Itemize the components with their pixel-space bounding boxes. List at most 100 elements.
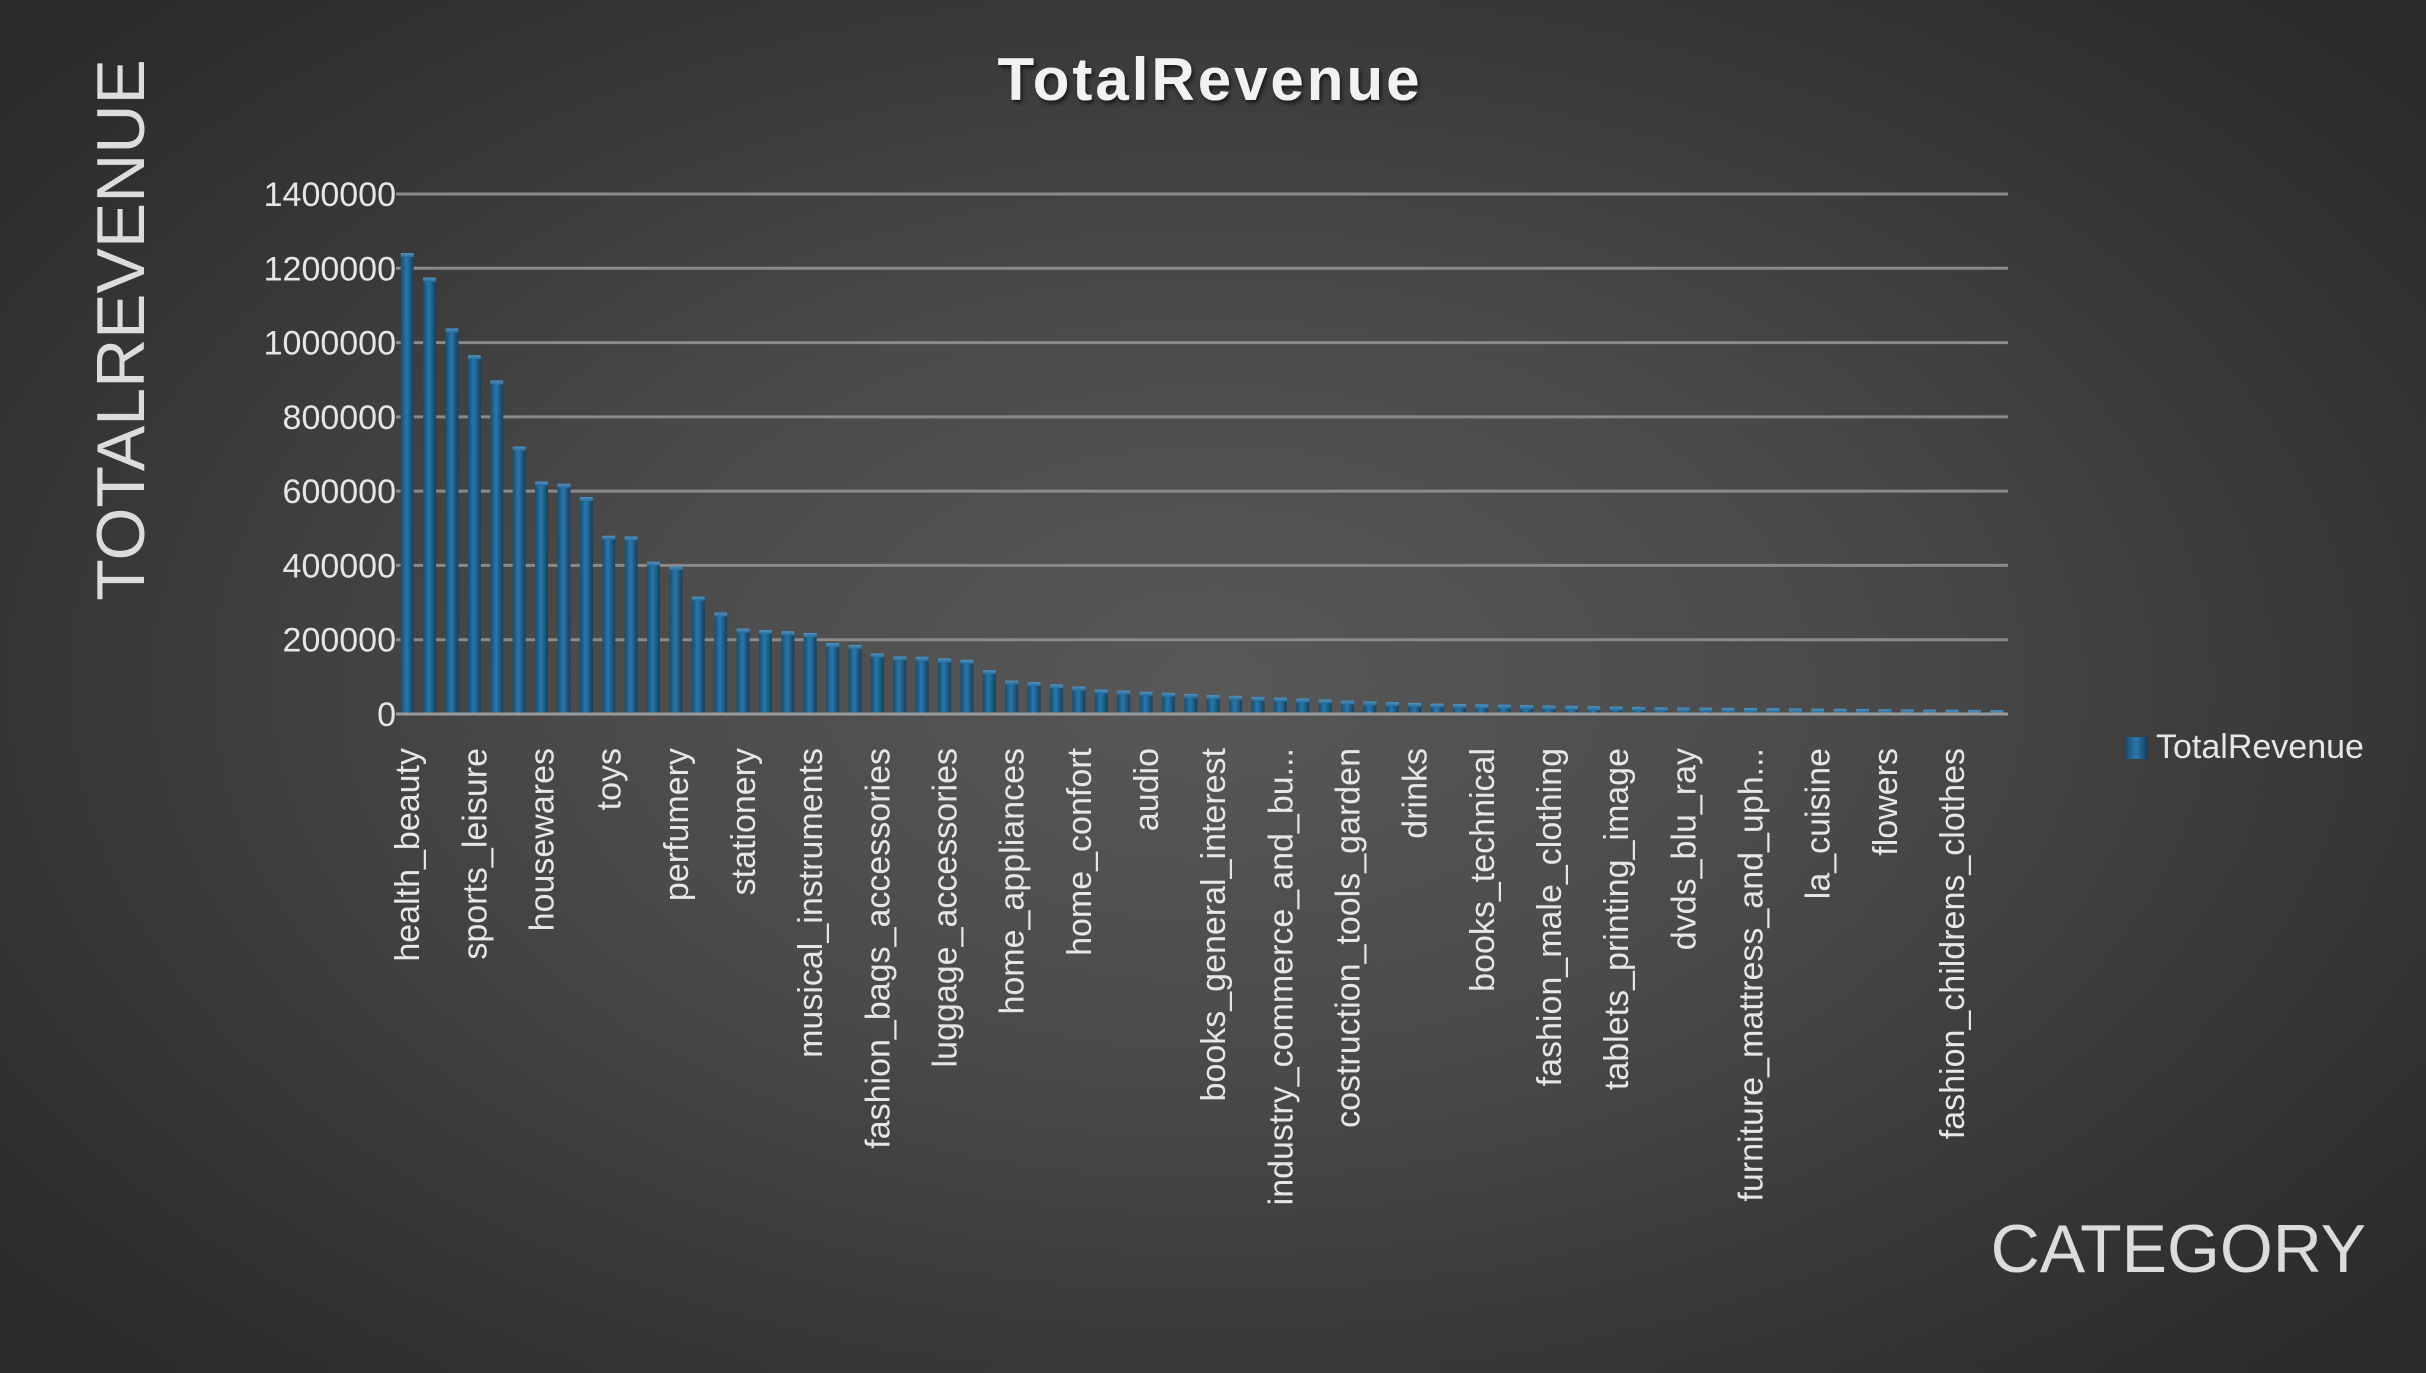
bar — [1049, 687, 1063, 714]
bar-top — [557, 483, 571, 488]
y-tick-label: 1200000 — [264, 250, 396, 288]
x-tick-label: sports_leisure — [456, 748, 494, 960]
bar — [1072, 689, 1086, 714]
bar-top — [445, 328, 459, 333]
x-tick-label: housewares — [524, 748, 562, 931]
x-tick-label: tablets_printing_image — [1598, 748, 1636, 1090]
bar — [1206, 698, 1220, 714]
bar — [1564, 708, 1578, 714]
x-tick-label: home_confort — [1061, 747, 1099, 955]
legend: TotalRevenue — [2126, 728, 2364, 766]
bar-top — [1385, 702, 1399, 707]
bar-top — [1900, 709, 1914, 714]
y-tick-label: 1000000 — [264, 325, 396, 363]
bar — [602, 538, 616, 714]
bar — [938, 661, 952, 714]
bar-top — [1363, 701, 1377, 706]
bar-top — [938, 658, 952, 663]
x-tick-label: stationery — [725, 748, 763, 895]
bar — [781, 634, 795, 714]
bar — [1341, 703, 1355, 714]
bar — [490, 383, 504, 714]
bar-top — [1273, 697, 1287, 702]
bar-top — [1945, 709, 1959, 714]
bar-top — [1766, 708, 1780, 713]
bar-top — [1206, 695, 1220, 700]
x-tick-label: industry_commerce_and_bu... — [1262, 748, 1300, 1205]
bar — [1229, 698, 1243, 714]
bar-top — [691, 596, 705, 601]
bar-top — [803, 633, 817, 637]
bar-top — [781, 631, 795, 636]
x-tick-label: toys — [591, 748, 629, 810]
bar-top — [624, 536, 638, 541]
bar-top — [669, 566, 683, 571]
bar — [467, 358, 481, 714]
y-tick-label: 0 — [377, 696, 396, 734]
bar — [1027, 685, 1041, 714]
x-tick-label: home_appliances — [994, 748, 1032, 1015]
bar-top — [1564, 705, 1578, 710]
bar-top — [1027, 682, 1041, 687]
bar-top — [1005, 680, 1019, 685]
bar-top — [982, 670, 996, 675]
bar — [1497, 707, 1511, 714]
bar-top — [1430, 703, 1444, 708]
y-tick-label: 400000 — [283, 547, 396, 585]
bar — [826, 646, 840, 714]
bar — [1139, 694, 1153, 714]
bar — [1273, 700, 1287, 714]
bar-top — [1923, 709, 1937, 714]
bar — [1005, 683, 1019, 714]
bar — [445, 331, 459, 714]
bar — [960, 662, 974, 714]
bar-top — [1676, 707, 1690, 712]
bar-top — [848, 644, 862, 649]
x-tick-label: books_general_interest — [1195, 747, 1233, 1101]
bar-top — [400, 253, 414, 258]
x-tick-label: la_cuisine — [1800, 748, 1838, 899]
bar — [803, 636, 817, 714]
bar-top — [1520, 705, 1534, 710]
bar-top — [1654, 707, 1668, 712]
y-axis-ticks: 0 200000 400000 600000 800000 1000000 1200000 1… — [264, 176, 396, 734]
bar — [1721, 710, 1735, 714]
bar — [557, 486, 571, 714]
bar — [1632, 709, 1646, 714]
bar — [579, 500, 593, 714]
bar — [535, 484, 549, 714]
bar-top — [1072, 686, 1086, 691]
bar-top — [579, 497, 593, 502]
bar-top — [1587, 706, 1601, 711]
y-tick-label: 200000 — [283, 622, 396, 660]
bar — [1251, 699, 1265, 714]
bar-top — [1788, 708, 1802, 713]
legend-label: TotalRevenue — [2156, 728, 2364, 766]
x-tick-label: audio — [1128, 748, 1166, 831]
bar-top — [1833, 708, 1847, 713]
bar — [1609, 709, 1623, 714]
bar-top — [1184, 693, 1198, 698]
bar-top — [915, 656, 929, 661]
bar-top — [1161, 692, 1175, 697]
x-tick-label: fashion_male_clothing — [1531, 748, 1569, 1086]
bar-top — [1408, 702, 1422, 707]
bar-top — [1878, 709, 1892, 714]
bar-top — [1990, 710, 2004, 715]
bar-top — [960, 659, 974, 664]
y-axis-title: TOTALREVENUE — [83, 59, 159, 601]
bar-top — [1497, 704, 1511, 709]
y-tick-label: 800000 — [283, 399, 396, 437]
bar-top — [512, 446, 526, 451]
bar-top — [1318, 699, 1332, 704]
bar — [870, 656, 884, 714]
bar — [758, 633, 772, 714]
bar — [1452, 706, 1466, 714]
bar — [1699, 710, 1713, 714]
bar — [1430, 706, 1444, 714]
bar-top — [602, 535, 616, 540]
bar-top — [893, 656, 907, 661]
bar-top — [490, 380, 504, 385]
